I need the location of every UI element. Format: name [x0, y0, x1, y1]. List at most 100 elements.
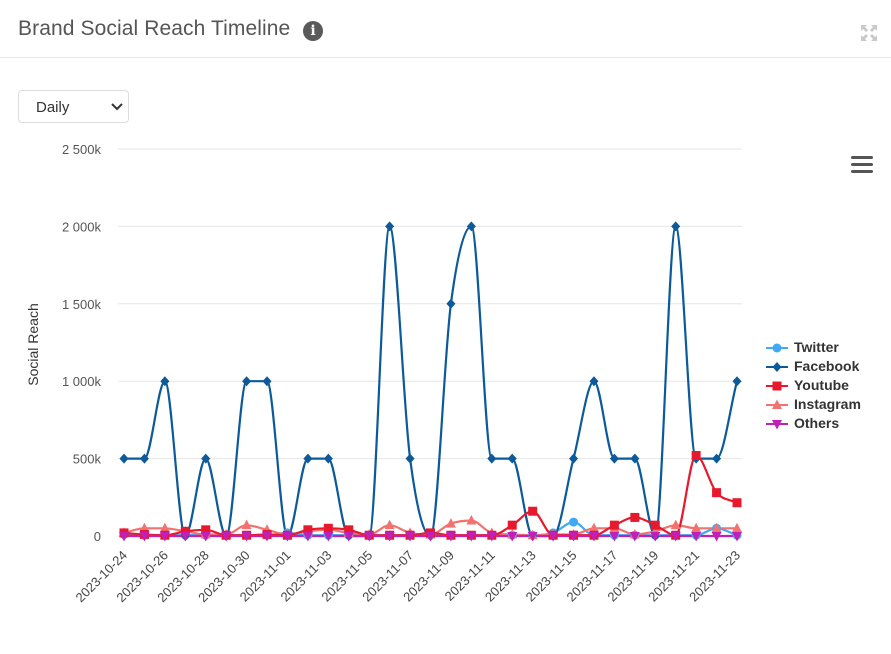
others-data-point[interactable] — [691, 532, 702, 542]
legend-item-youtube[interactable]: Youtube — [766, 377, 876, 396]
facebook-data-point[interactable] — [303, 453, 313, 464]
facebook-data-point[interactable] — [466, 221, 476, 232]
facebook-data-point[interactable] — [609, 453, 619, 464]
facebook-data-point[interactable] — [405, 453, 415, 464]
others-data-point[interactable] — [323, 532, 334, 542]
facebook-data-point[interactable] — [385, 221, 395, 232]
legend-symbol[interactable] — [772, 381, 782, 391]
others-data-point[interactable] — [139, 532, 150, 542]
youtube-data-point[interactable] — [630, 512, 640, 522]
legend-item-others[interactable]: Others — [766, 415, 876, 434]
legend-item-twitter[interactable]: Twitter — [766, 339, 876, 358]
legend-label: Youtube — [794, 377, 849, 393]
others-data-point[interactable] — [466, 532, 477, 542]
facebook-data-point[interactable] — [119, 453, 129, 464]
facebook-data-point[interactable] — [732, 376, 742, 387]
legend-label: Twitter — [794, 339, 839, 355]
youtube-data-point[interactable] — [650, 520, 660, 530]
granularity-select[interactable]: Daily — [18, 90, 129, 123]
facebook-data-point[interactable] — [671, 221, 681, 232]
others-data-point[interactable] — [262, 532, 273, 542]
youtube-data-point[interactable] — [323, 523, 333, 533]
facebook-data-point[interactable] — [242, 376, 252, 387]
youtube-data-point[interactable] — [344, 525, 354, 535]
facebook-data-point[interactable] — [589, 376, 599, 387]
legend-symbol[interactable] — [772, 362, 782, 372]
others-data-point[interactable] — [343, 532, 354, 542]
facebook-data-point[interactable] — [712, 453, 722, 464]
others-data-point[interactable] — [527, 532, 538, 542]
others-data-point[interactable] — [568, 532, 579, 542]
youtube-data-point[interactable] — [303, 525, 313, 535]
y-tick-label: 2 000k — [62, 219, 102, 234]
y-tick-label: 1 500k — [62, 297, 102, 312]
youtube-series-points — [119, 451, 742, 540]
facebook-data-point[interactable] — [160, 376, 170, 387]
others-data-point[interactable] — [609, 532, 620, 542]
facebook-data-point[interactable] — [139, 453, 149, 464]
others-data-point[interactable] — [302, 532, 313, 542]
facebook-data-point[interactable] — [487, 453, 497, 464]
others-data-point[interactable] — [241, 532, 252, 542]
others-data-point[interactable] — [548, 532, 559, 542]
youtube-data-point[interactable] — [180, 526, 190, 536]
others-data-point[interactable] — [670, 532, 681, 542]
instagram-data-point[interactable] — [139, 522, 150, 533]
youtube-data-point[interactable] — [507, 520, 517, 530]
others-data-point[interactable] — [650, 532, 661, 542]
others-data-point[interactable] — [425, 532, 436, 542]
twitter-data-point[interactable] — [569, 517, 579, 527]
instagram-data-point[interactable] — [384, 519, 395, 530]
instagram-data-point[interactable] — [588, 522, 599, 533]
legend-symbol[interactable] — [772, 343, 782, 353]
others-data-point[interactable] — [711, 532, 722, 542]
youtube-data-point[interactable] — [528, 506, 538, 516]
legend-item-instagram[interactable]: Instagram — [766, 396, 876, 415]
others-data-point[interactable] — [486, 532, 497, 542]
others-data-point[interactable] — [364, 532, 375, 542]
instagram-data-point[interactable] — [241, 519, 252, 530]
instagram-data-point[interactable] — [670, 519, 681, 530]
instagram-data-point[interactable] — [445, 518, 456, 528]
others-data-point[interactable] — [119, 532, 129, 542]
others-data-point[interactable] — [384, 532, 395, 542]
facebook-data-point[interactable] — [446, 298, 456, 309]
info-circle-icon[interactable]: i — [303, 21, 323, 41]
instagram-data-point[interactable] — [159, 522, 170, 533]
instagram-data-point[interactable] — [466, 515, 477, 525]
instagram-data-point[interactable] — [711, 522, 722, 533]
facebook-data-point[interactable] — [507, 453, 517, 464]
facebook-data-point[interactable] — [569, 453, 579, 464]
others-data-point[interactable] — [405, 532, 416, 542]
facebook-data-point[interactable] — [630, 453, 640, 464]
facebook-data-point[interactable] — [262, 376, 272, 387]
youtube-data-point[interactable] — [732, 498, 742, 508]
others-data-point[interactable] — [629, 532, 640, 542]
facebook-data-point[interactable] — [201, 453, 211, 464]
others-data-point[interactable] — [732, 532, 742, 542]
youtube-data-point[interactable] — [609, 520, 619, 530]
instagram-data-point[interactable] — [732, 522, 742, 533]
y-tick-label: 500k — [73, 452, 102, 467]
legend-label: Instagram — [794, 396, 861, 412]
instagram-data-point[interactable] — [691, 522, 702, 533]
legend-symbol[interactable] — [772, 399, 782, 410]
legend-marker-triangle-down-icon — [766, 420, 788, 430]
hamburger-menu-icon[interactable] — [851, 156, 873, 174]
youtube-data-point[interactable] — [691, 451, 701, 461]
expand-arrows-icon[interactable] — [861, 25, 877, 41]
youtube-data-point[interactable] — [712, 488, 722, 498]
widget-title: Brand Social Reach Timeline — [18, 17, 291, 40]
others-data-point[interactable] — [180, 532, 191, 542]
others-data-point[interactable] — [588, 532, 599, 542]
others-data-point[interactable] — [507, 532, 518, 542]
others-data-point[interactable] — [221, 532, 232, 542]
legend-symbol[interactable] — [772, 420, 782, 430]
legend-item-facebook[interactable]: Facebook — [766, 358, 876, 377]
others-data-point[interactable] — [200, 532, 211, 542]
youtube-data-point[interactable] — [201, 525, 211, 535]
others-data-point[interactable] — [282, 532, 293, 542]
others-data-point[interactable] — [445, 532, 456, 542]
facebook-data-point[interactable] — [323, 453, 333, 464]
others-data-point[interactable] — [159, 532, 170, 542]
